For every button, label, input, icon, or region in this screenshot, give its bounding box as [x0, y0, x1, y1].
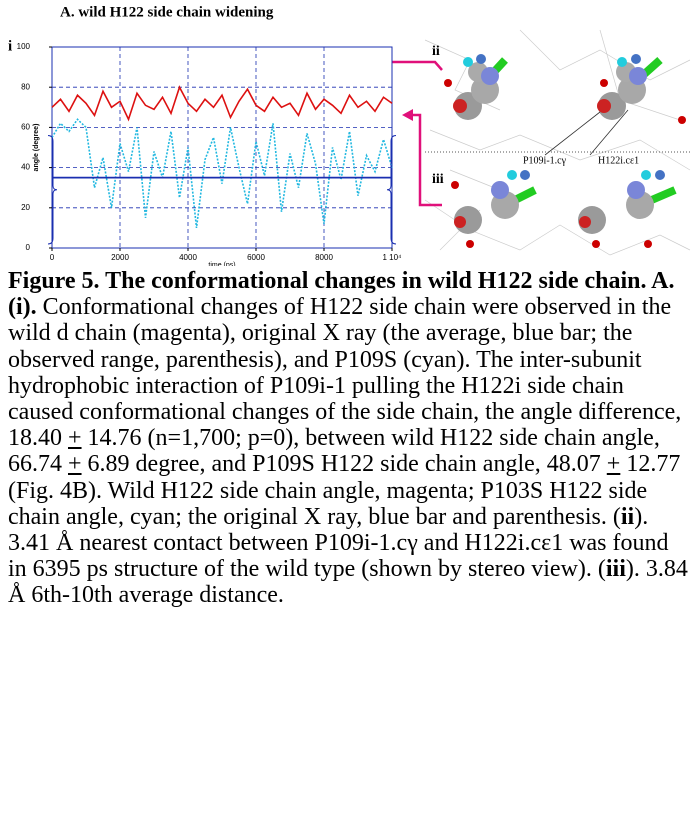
structure-label: P109i-1.cγ — [523, 155, 567, 166]
x-tick-label: 2000 — [111, 253, 129, 262]
x-tick-label: 6000 — [247, 253, 265, 262]
x-tick-label: 0 — [50, 253, 55, 262]
structure-label: H122i.cε1 — [598, 155, 639, 166]
caption-run: ii — [620, 503, 635, 530]
caption-run: 6.89 degree, and P109S H122 side chain a… — [81, 451, 607, 478]
y-tick-label: 100 — [17, 42, 31, 51]
figure-panel: A. wild H122 side chain widening i ii ii… — [8, 4, 692, 266]
caption-run: 12.77 (Fig. 4B). Wild H122 side chain an… — [8, 451, 681, 530]
y-tick-label: 20 — [21, 203, 30, 212]
x-axis-label: time (ps) — [208, 262, 235, 266]
x-tick-label: 1 10⁴ — [382, 253, 402, 262]
panel-label: iii — [432, 172, 444, 187]
caption-run: Conformational changes of H122 side chai… — [8, 294, 682, 452]
caption-run: + — [68, 425, 82, 452]
caption-run: iii — [605, 556, 626, 583]
series-line — [51, 85, 393, 122]
x-tick-label: 4000 — [179, 253, 197, 262]
caption-run: ). 3.84 Å 6th-10th average distance. — [8, 556, 688, 609]
series-line — [51, 118, 393, 228]
molecule-ii-left — [444, 54, 508, 120]
figure-caption: Figure 5. The conformational changes in … — [8, 268, 692, 609]
caption-run: + — [606, 451, 621, 478]
y-tick-label: 40 — [21, 163, 30, 172]
caption-run: 14.76 (n=1,700; p=0), between wild H122 … — [8, 425, 660, 478]
molecule-iii-right — [578, 170, 677, 248]
x-tick-label: 8000 — [315, 253, 333, 262]
caption-run: ). 3.41 Å nearest contact between P109i-… — [8, 503, 669, 583]
molecule-iii-left — [451, 170, 537, 248]
panel-label: i — [8, 38, 12, 54]
y-tick-label: 80 — [21, 82, 30, 91]
caption-run: + — [68, 451, 82, 478]
xray-range-brace — [386, 134, 397, 245]
contact-line — [544, 109, 629, 156]
xray-range-brace — [47, 134, 58, 245]
y-axis-label: angle (degree) — [33, 124, 40, 172]
y-tick-label: 60 — [21, 123, 30, 132]
molecule-ii-right — [597, 54, 686, 124]
caption-run: Figure 5. The conformational changes in … — [8, 268, 675, 321]
panel-label: ii — [432, 44, 440, 59]
panel-title: A. wild H122 side chain widening — [60, 4, 274, 20]
y-tick-label: 0 — [26, 243, 31, 252]
plot-frame — [51, 46, 393, 249]
